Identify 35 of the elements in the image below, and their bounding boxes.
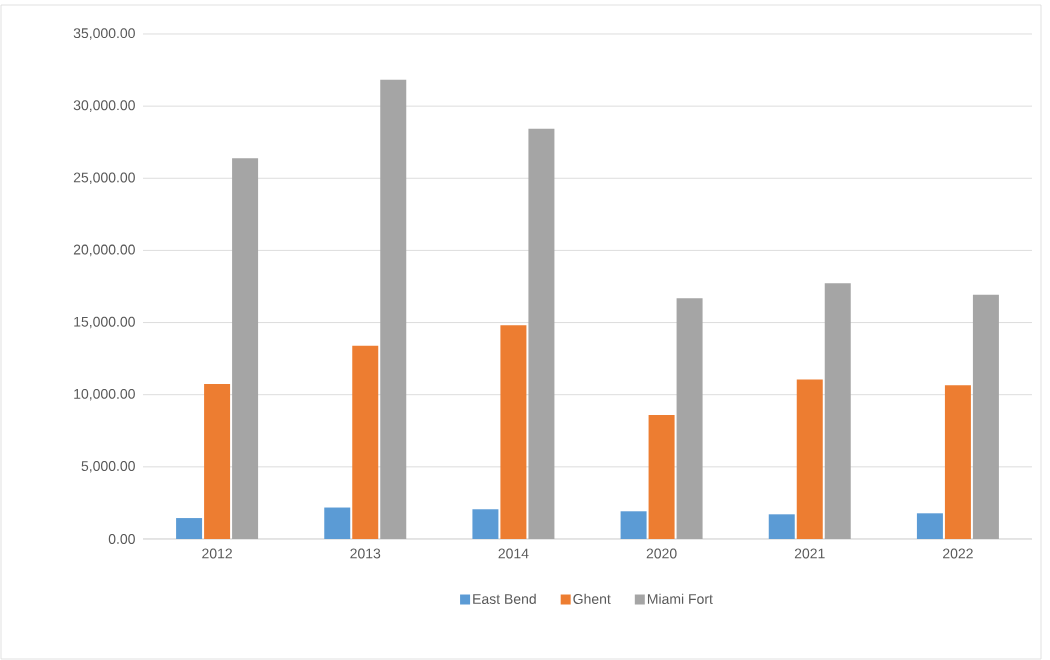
- bar: [648, 415, 675, 539]
- bar: [324, 507, 351, 539]
- bar: [768, 514, 795, 539]
- y-tick-label: 30,000.00: [73, 100, 135, 112]
- bar: [380, 79, 407, 539]
- y-tick-label: 0.00: [108, 534, 135, 544]
- x-tick-label: 2013: [350, 548, 381, 559]
- bar: [620, 511, 647, 539]
- bar: [176, 518, 203, 539]
- bar: [204, 383, 231, 539]
- x-tick-label: 2012: [202, 548, 232, 559]
- y-tick-label: 25,000.00: [73, 172, 135, 185]
- y-tick-label: 20,000.00: [73, 244, 135, 257]
- y-tick-label: 10,000.00: [74, 388, 135, 401]
- bar: [472, 509, 499, 539]
- bar: [232, 158, 259, 539]
- bar: [528, 128, 555, 539]
- y-tick-label: 5,000.00: [81, 461, 135, 473]
- legend-label: Miami Fort: [647, 593, 713, 604]
- bar: [916, 513, 943, 539]
- y-tick-label: 35,000.00: [73, 28, 135, 40]
- bar: [824, 283, 851, 539]
- bar: [796, 379, 823, 539]
- bar: [972, 294, 999, 539]
- bar: [944, 385, 971, 539]
- bar: [676, 298, 703, 539]
- x-tick-label: 2022: [943, 548, 973, 559]
- bar: [500, 325, 527, 539]
- legend-label: Ghent: [573, 593, 611, 604]
- x-tick-label: 2021: [794, 548, 825, 559]
- bar: [352, 345, 379, 539]
- y-tick-label: 15,000.00: [74, 316, 135, 329]
- x-tick-label: 2014: [498, 548, 529, 559]
- legend-label: East Bend: [473, 593, 536, 604]
- x-tick-label: 2020: [646, 548, 677, 559]
